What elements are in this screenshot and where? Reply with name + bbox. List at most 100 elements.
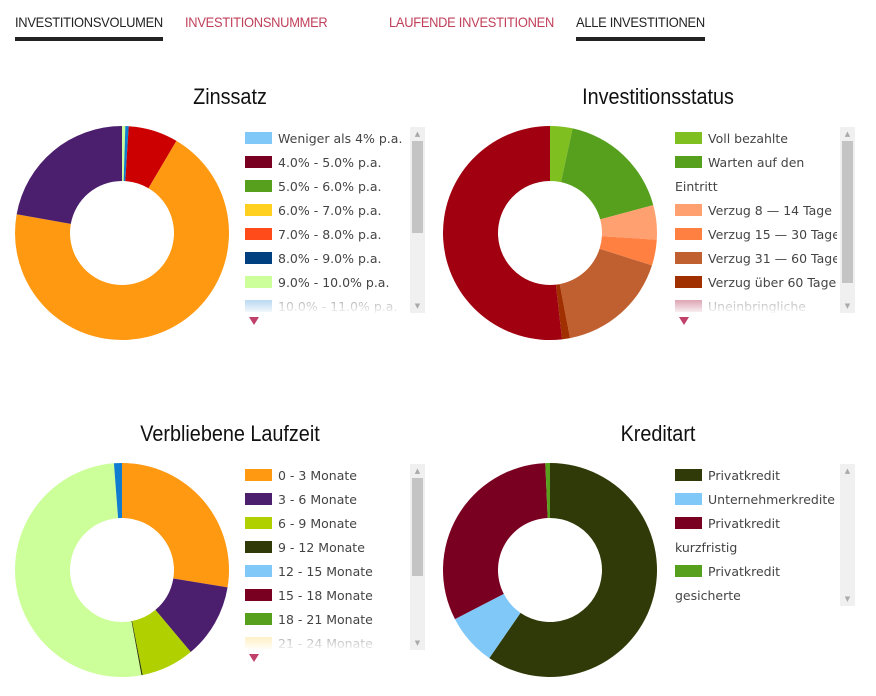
scroll-up-icon[interactable]: ▲ [414, 130, 421, 138]
donut-slice[interactable] [122, 463, 229, 588]
donut-chart [14, 463, 229, 677]
legend-swatch [245, 565, 272, 577]
donut-slice[interactable] [550, 126, 573, 183]
donut-slice[interactable] [14, 140, 229, 340]
donut-slice[interactable] [155, 578, 228, 653]
legend-scrollbar[interactable]: ▲ ▼ [840, 127, 855, 313]
legend-swatch [245, 589, 272, 601]
legend-item[interactable]: Privatkredit [675, 560, 837, 584]
legend-item[interactable]: Verzug 15 — 30 Tage [675, 223, 837, 247]
legend-item[interactable]: Unternehmerkredite [675, 488, 837, 512]
legend-item[interactable]: Voll bezahlte [675, 127, 837, 151]
legend-swatch [675, 132, 702, 144]
legend-swatch [675, 565, 702, 577]
legend-item[interactable]: Verzug 8 — 14 Tage [675, 199, 837, 223]
legend-label: Warten auf den [708, 155, 805, 170]
donut-slice[interactable] [125, 126, 177, 189]
scroll-up-icon[interactable]: ▲ [844, 130, 851, 138]
scroll-down-icon[interactable]: ▼ [844, 595, 851, 603]
donut-slice[interactable] [122, 126, 126, 182]
legend-item[interactable]: 5.0% - 6.0% p.a. [245, 175, 407, 199]
legend-swatch [675, 469, 702, 481]
legend-item[interactable]: 6 - 9 Monate [245, 512, 407, 536]
legend-item[interactable]: Privatkredit [675, 512, 837, 536]
scrollbar-thumb[interactable] [842, 141, 853, 283]
legend-label: 9 - 12 Monate [278, 540, 365, 555]
chart-title: Zinssatz [193, 84, 267, 109]
legend-item[interactable]: 15 - 18 Monate [245, 584, 407, 608]
donut-slice[interactable] [132, 609, 191, 675]
scroll-up-icon[interactable]: ▲ [414, 467, 421, 475]
donut-slice[interactable] [131, 621, 143, 676]
legend-more-arrow-icon[interactable] [679, 317, 689, 325]
legend-item[interactable]: 9 - 12 Monate [245, 536, 407, 560]
chart-legend: 0 - 3 Monate 3 - 6 Monate 6 - 9 Monate 9 - … [245, 464, 425, 662]
legend-swatch [245, 132, 272, 144]
legend-label-continued: Eintritt [675, 179, 718, 194]
legend-item[interactable]: 8.0% - 9.0% p.a. [245, 247, 407, 271]
legend-item[interactable]: Verzug 31 — 60 Tage [675, 247, 837, 271]
legend-fade [245, 291, 407, 313]
legend-more-arrow-icon[interactable] [249, 317, 259, 325]
scroll-down-icon[interactable]: ▼ [414, 639, 421, 647]
scroll-up-icon[interactable]: ▲ [844, 467, 851, 475]
legend-label: 8.0% - 9.0% p.a. [278, 251, 382, 266]
donut-slice[interactable] [113, 463, 122, 519]
legend-item[interactable]: Privatkredit [675, 464, 837, 488]
donut-slice[interactable] [16, 126, 123, 224]
donut-slice[interactable] [599, 236, 657, 266]
scrollbar-thumb[interactable] [412, 478, 423, 576]
legend-item[interactable]: Weniger als 4% p.a. [245, 127, 407, 151]
legend-label: 5.0% - 6.0% p.a. [278, 179, 382, 194]
donut-slice[interactable] [123, 126, 129, 182]
tab-investitionsnummer[interactable]: INVESTITIONSNUMMER [185, 14, 328, 30]
donut-slice[interactable] [600, 205, 657, 240]
legend-swatch [675, 493, 702, 505]
tab-investitionsvolumen[interactable]: INVESTITIONSVOLUMEN [15, 14, 163, 30]
donut-slice[interactable] [555, 284, 571, 340]
legend-item[interactable]: 9.0% - 10.0% p.a. [245, 271, 407, 295]
legend-label: Unternehmerkredite [708, 492, 835, 507]
legend-more-arrow-icon[interactable] [249, 654, 259, 662]
legend-item[interactable]: 12 - 15 Monate [245, 560, 407, 584]
donut-slice[interactable] [561, 128, 654, 220]
legend-item[interactable]: 4.0% - 5.0% p.a. [245, 151, 407, 175]
donut-slice[interactable] [443, 126, 563, 340]
legend-item[interactable]: Warten auf den [675, 151, 837, 175]
legend-list: Privatkredit Unternehmerkredite Privatkred… [675, 464, 837, 650]
donut-slice[interactable] [545, 463, 550, 519]
legend-swatch [245, 469, 272, 481]
legend-item[interactable]: 3 - 6 Monate [245, 488, 407, 512]
legend-label: Verzug über 60 Tage [708, 275, 837, 290]
legend-swatch [245, 613, 272, 625]
legend-label: 0 - 3 Monate [278, 468, 357, 483]
donut-slice[interactable] [443, 463, 548, 620]
active-tab-underline [15, 37, 163, 41]
scroll-down-icon[interactable]: ▼ [844, 302, 851, 310]
chart-legend: Voll bezahlte Warten auf den Eintritt Verzu… [675, 127, 855, 325]
legend-swatch [245, 252, 272, 264]
donut-slice[interactable] [559, 248, 652, 339]
legend-label: 15 - 18 Monate [278, 588, 373, 603]
legend-list: 0 - 3 Monate 3 - 6 Monate 6 - 9 Monate 9 - … [245, 464, 407, 650]
legend-item[interactable]: 6.0% - 7.0% p.a. [245, 199, 407, 223]
tab-alle-investitionen[interactable]: ALLE INVESTITIONEN [576, 14, 705, 30]
legend-item[interactable]: 0 - 3 Monate [245, 464, 407, 488]
scroll-down-icon[interactable]: ▼ [414, 302, 421, 310]
legend-swatch [675, 276, 702, 288]
donut-chart [14, 126, 229, 340]
scrollbar-thumb[interactable] [412, 141, 423, 233]
donut-slice[interactable] [454, 593, 521, 659]
legend-label: 12 - 15 Monate [278, 564, 373, 579]
tab-laufende-investitionen[interactable]: LAUFENDE INVESTITIONEN [389, 14, 554, 30]
legend-item[interactable]: 18 - 21 Monate [245, 608, 407, 632]
chart-legend: Privatkredit Unternehmerkredite Privatkred… [675, 464, 855, 606]
legend-scrollbar[interactable]: ▲ ▼ [840, 464, 855, 606]
legend-scrollbar[interactable]: ▲ ▼ [410, 464, 425, 650]
legend-item[interactable]: 7.0% - 8.0% p.a. [245, 223, 407, 247]
legend-label: 9.0% - 10.0% p.a. [278, 275, 390, 290]
legend-item[interactable]: Verzug über 60 Tage [675, 271, 837, 295]
donut-slice[interactable] [14, 463, 142, 677]
legend-scrollbar[interactable]: ▲ ▼ [410, 127, 425, 313]
donut-slice[interactable] [489, 463, 657, 677]
